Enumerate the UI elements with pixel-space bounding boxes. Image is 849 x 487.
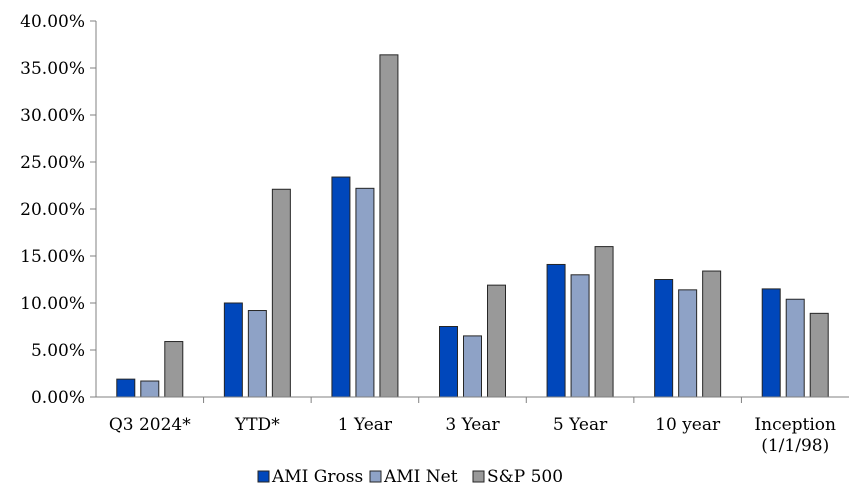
category-label: Inception (1/1/98) [754,415,836,456]
legend-swatch [369,470,382,483]
category-label: 10 year [655,415,721,435]
y-axis-ticks: 0.00% 5.00% 10.00% 15.00% 20.00% 25.00% 30.00%… [20,12,96,408]
bar-ami-gross [546,263,566,398]
bar-ami-net [247,310,267,398]
bar-ami-net [678,289,698,398]
category-label: Q3 2024* [109,415,191,435]
bars [116,54,829,398]
legend: AMI Gross AMI Net S&P 500 [257,467,563,487]
bar-s-p-500 [379,54,399,398]
bar-ami-net [463,335,482,398]
y-tick-label: 20.00% [20,200,85,220]
axes [95,21,849,403]
bar-ami-gross [223,302,243,398]
y-tick-label: 10.00% [20,294,85,314]
y-tick-label: 15.00% [20,247,85,267]
x-axis-labels: Q3 2024* YTD* 1 Year 3 Year 5 Year 10 year Inc… [109,415,836,456]
category-label: YTD* [234,415,280,435]
bar-ami-net [140,380,160,398]
y-tick-label: 40.00% [20,12,85,32]
bar-s-p-500 [487,284,506,398]
bar-s-p-500 [809,312,829,398]
category-label: 1 Year [338,415,393,435]
bar-ami-gross [439,326,458,398]
y-tick-label: 25.00% [20,153,85,173]
bar-ami-net [355,187,375,398]
y-tick-label: 35.00% [20,59,85,79]
y-tick-label: 5.00% [31,341,85,361]
bar-s-p-500 [702,270,722,398]
bar-ami-gross [331,176,351,398]
bar-ami-net [570,274,590,398]
bar-s-p-500 [164,341,184,398]
category-label: 5 Year [553,415,608,435]
legend-swatch [257,470,270,483]
legend-label: S&P 500 [487,467,563,487]
y-tick-label: 30.00% [20,106,85,126]
bar-s-p-500 [594,246,614,398]
bar-ami-gross [116,378,136,398]
bar-ami-net [785,298,805,398]
bar-s-p-500 [271,188,291,398]
bar-ami-gross [761,288,781,398]
bar-ami-gross [654,279,674,398]
category-label: 3 Year [445,415,500,435]
legend-label: AMI Net [383,467,458,487]
legend-label: AMI Gross [271,467,363,487]
legend-swatch [472,470,485,483]
y-tick-label: 0.00% [31,388,85,408]
